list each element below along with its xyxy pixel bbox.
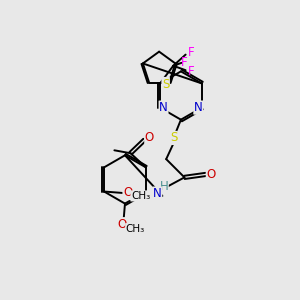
Text: CH₃: CH₃ xyxy=(126,224,145,234)
Text: F: F xyxy=(188,65,195,78)
Text: O: O xyxy=(123,187,132,200)
Text: N: N xyxy=(159,101,168,114)
Text: H: H xyxy=(160,180,168,193)
Text: O: O xyxy=(145,130,154,143)
Text: N: N xyxy=(194,101,203,114)
Text: CH₃: CH₃ xyxy=(131,191,150,201)
Text: N: N xyxy=(153,187,162,200)
Text: F: F xyxy=(181,56,188,69)
Text: O: O xyxy=(206,168,216,181)
Text: O: O xyxy=(117,218,127,231)
Text: F: F xyxy=(188,46,195,59)
Text: S: S xyxy=(162,77,169,91)
Text: S: S xyxy=(170,131,177,144)
